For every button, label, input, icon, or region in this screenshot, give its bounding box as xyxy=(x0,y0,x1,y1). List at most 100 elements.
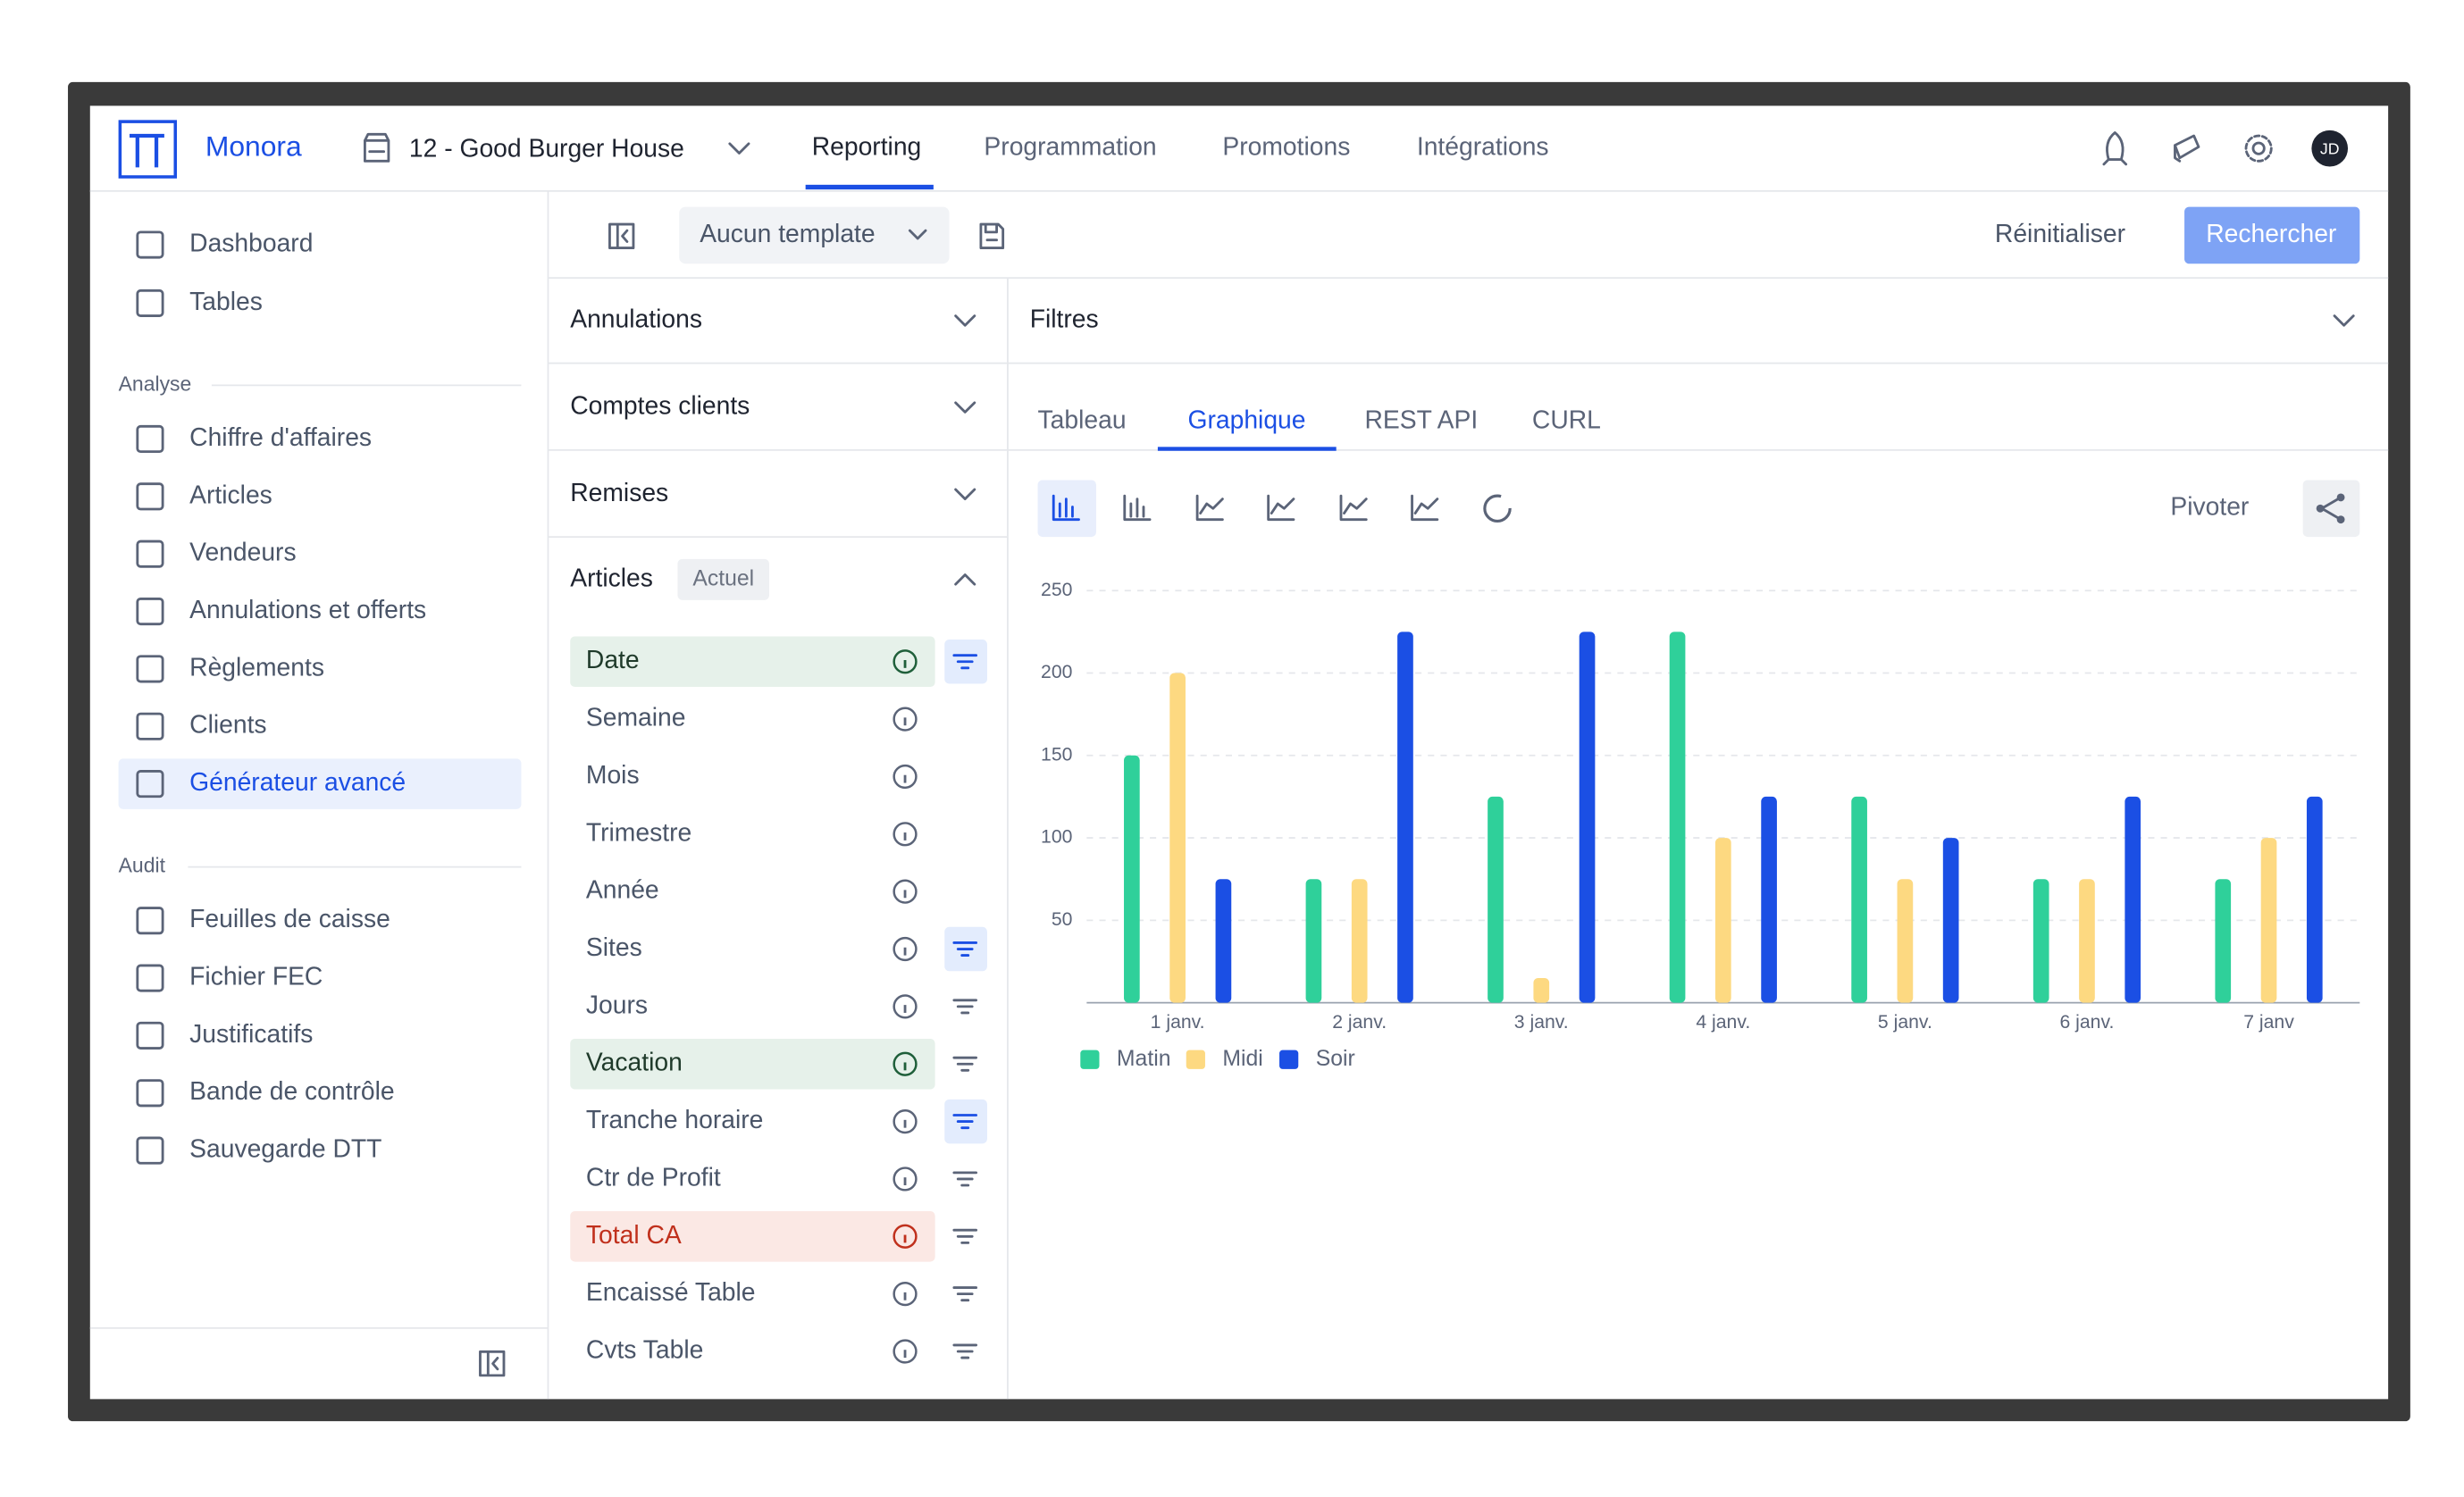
app-window xyxy=(89,105,2389,1400)
x-tick-label: 2 janv. xyxy=(1332,1012,1387,1033)
nav-item[interactable]: Promotions xyxy=(1222,132,1350,161)
field-name[interactable]: Trimestre xyxy=(586,817,691,846)
field-name[interactable]: Total CA xyxy=(586,1220,682,1249)
panel-toggle-icon[interactable] xyxy=(608,222,635,249)
info-icon[interactable] xyxy=(893,1282,918,1307)
rocket-icon[interactable] xyxy=(2102,131,2128,166)
template-select[interactable] xyxy=(679,206,950,264)
group-title[interactable]: Annulations xyxy=(570,304,702,332)
sidebar-item[interactable]: Feuilles de caisse xyxy=(189,904,390,932)
sidebar-item[interactable]: Règlements xyxy=(189,652,324,681)
save-icon[interactable] xyxy=(979,222,1005,249)
share-button[interactable] xyxy=(2302,480,2360,538)
info-icon[interactable] xyxy=(893,649,918,674)
sidebar-collapse-icon[interactable] xyxy=(479,1350,506,1377)
group-title[interactable]: Remises xyxy=(570,478,668,506)
bar xyxy=(1351,879,1368,1003)
sidebar-item[interactable]: Générateur avancé xyxy=(189,767,406,796)
group-title[interactable]: Comptes clients xyxy=(570,391,750,420)
info-icon[interactable] xyxy=(893,707,918,732)
ticket-icon[interactable] xyxy=(2174,134,2200,163)
info-icon[interactable] xyxy=(893,1339,918,1364)
info-icon[interactable] xyxy=(893,879,918,904)
filter-icon[interactable] xyxy=(952,999,978,1015)
nav-item[interactable]: Programmation xyxy=(984,132,1156,161)
info-icon[interactable] xyxy=(893,764,918,790)
filter-icon[interactable] xyxy=(952,1056,978,1072)
tab[interactable]: REST API xyxy=(1365,406,1479,434)
legend-swatch xyxy=(1279,1050,1299,1069)
sidebar-item[interactable]: Dashboard xyxy=(189,228,313,256)
filters-chevron[interactable] xyxy=(2333,314,2355,327)
sidebar-item[interactable]: Annulations et offerts xyxy=(189,595,426,623)
field-name[interactable]: Année xyxy=(586,875,659,904)
field-name[interactable]: Tranche horaire xyxy=(586,1105,763,1133)
filter-icon[interactable] xyxy=(952,1286,978,1302)
chart-type-icon[interactable] xyxy=(1123,494,1152,522)
legend-label: Soir xyxy=(1316,1047,1355,1071)
field-name[interactable]: Ctr de Profit xyxy=(586,1162,721,1191)
info-icon[interactable] xyxy=(893,1051,918,1076)
group-title[interactable]: Articles xyxy=(570,563,653,591)
field-name[interactable]: Jours xyxy=(586,990,648,1018)
tab[interactable]: CURL xyxy=(1532,406,1601,434)
field-highlight xyxy=(570,1211,935,1262)
nav-item[interactable]: Reporting xyxy=(812,132,922,161)
x-tick-label: 1 janv. xyxy=(1151,1012,1205,1033)
store-name[interactable]: 12 - Good Burger House xyxy=(409,133,684,162)
chart-type-icon[interactable] xyxy=(1339,494,1368,522)
filter-icon[interactable] xyxy=(952,941,978,958)
filter-icon[interactable] xyxy=(952,1114,978,1130)
bar xyxy=(1533,977,1550,1003)
x-tick-label: 5 janv. xyxy=(1878,1012,1932,1033)
sidebar-item[interactable]: Tables xyxy=(189,287,263,315)
nav-icon xyxy=(136,482,164,511)
info-icon[interactable] xyxy=(893,1108,918,1134)
bar xyxy=(1714,838,1731,1003)
info-icon[interactable] xyxy=(893,936,918,962)
sidebar-item[interactable]: Clients xyxy=(189,710,266,739)
info-icon[interactable] xyxy=(893,994,918,1019)
chart-type-icon[interactable] xyxy=(1195,494,1224,522)
field-name[interactable]: Sites xyxy=(586,932,642,961)
sidebar-item[interactable]: Fichier FEC xyxy=(189,962,323,991)
field-name[interactable]: Cvts Table xyxy=(586,1334,703,1363)
chart-type-icon[interactable] xyxy=(1411,494,1439,522)
chart-type-icon[interactable] xyxy=(1267,494,1295,522)
field-name[interactable]: Date xyxy=(586,645,640,673)
filter-icon[interactable] xyxy=(952,1343,978,1359)
nav-item[interactable]: Intégrations xyxy=(1417,132,1549,161)
sidebar-item[interactable]: Justificatifs xyxy=(189,1019,313,1048)
info-icon[interactable] xyxy=(893,1224,918,1249)
filter-icon[interactable] xyxy=(952,1171,978,1187)
avatar[interactable] xyxy=(2311,130,2349,167)
chart-type-icon[interactable] xyxy=(1052,494,1080,522)
brand-name: Monora xyxy=(205,130,302,163)
filter-icon[interactable] xyxy=(952,654,978,670)
pivot-button[interactable]: Pivoter xyxy=(2170,492,2249,521)
tab[interactable]: Tableau xyxy=(1038,406,1127,434)
store-chevron[interactable] xyxy=(728,142,750,155)
field-name[interactable]: Semaine xyxy=(586,703,686,732)
settings-icon[interactable] xyxy=(2251,141,2266,155)
field-name[interactable]: Encaissé Table xyxy=(586,1277,756,1306)
filter-icon[interactable] xyxy=(952,1228,978,1244)
sidebar-item[interactable]: Sauvegarde DTT xyxy=(189,1134,381,1163)
filters-title[interactable]: Filtres xyxy=(1030,304,1099,332)
info-icon[interactable] xyxy=(893,1167,918,1192)
sidebar-item[interactable]: Chiffre d'affaires xyxy=(189,422,372,451)
search-button[interactable] xyxy=(2184,206,2360,264)
tab-underline xyxy=(1157,447,1337,451)
sidebar-item[interactable]: Vendeurs xyxy=(189,538,296,566)
field-name[interactable]: Vacation xyxy=(586,1048,683,1076)
share-dot xyxy=(2336,493,2345,502)
info-icon[interactable] xyxy=(893,822,918,847)
chart-type-icon[interactable] xyxy=(1483,494,1512,523)
logo[interactable] xyxy=(118,120,178,179)
field-name[interactable]: Mois xyxy=(586,760,640,789)
sidebar-item[interactable]: Articles xyxy=(189,480,272,508)
reset-button[interactable]: Réinitialiser xyxy=(1995,219,2125,247)
sidebar-item[interactable]: Bande de contrôle xyxy=(189,1076,394,1105)
tab[interactable]: Graphique xyxy=(1187,406,1305,434)
